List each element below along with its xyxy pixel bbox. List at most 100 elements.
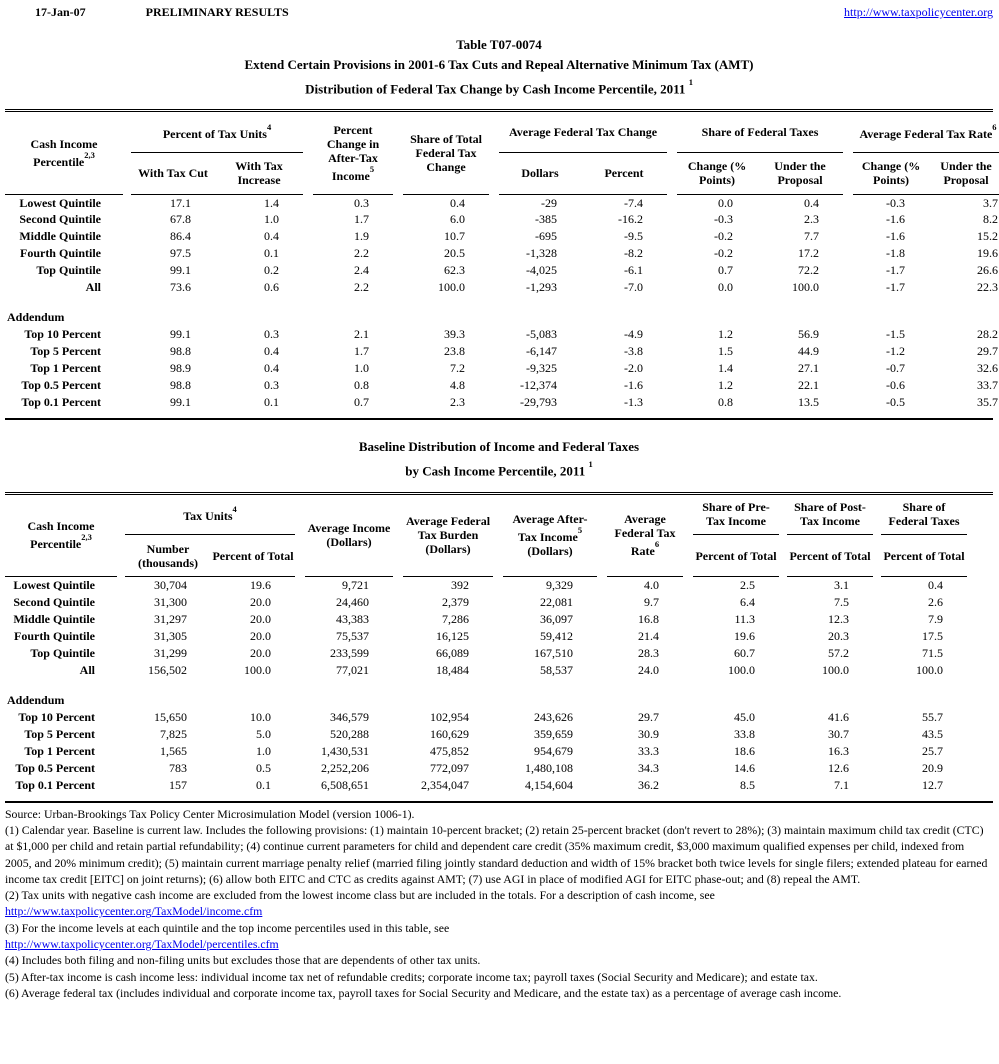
spacer [873,709,881,726]
table-cell: 1.4 [264,195,280,210]
table-cell: 14.6 [734,760,755,775]
spacer [493,709,503,726]
spacer [493,662,503,679]
spacer [117,495,125,577]
spacer [295,645,305,662]
table-cell: 17.2 [798,246,820,261]
spacer [967,726,999,743]
spacer [393,726,403,743]
spacer [667,326,677,343]
spacer [393,360,403,377]
table-cell: 31,297 [154,611,187,626]
col-header-with-tax-increase: With Tax Increase [215,152,304,195]
table-cell: 100.0 [244,662,271,677]
spacer [967,577,999,594]
table-cell: 33.7 [977,378,999,393]
spacer [123,211,131,228]
spacer [393,611,403,628]
spacer [393,662,403,679]
spacer [597,594,607,611]
spacer [303,228,313,245]
table-cell: -6,147 [526,344,558,359]
spacer [873,760,881,777]
table-cell: 24,460 [336,594,369,609]
table-cell: 0.0 [718,280,734,295]
row-label: Top 1 Percent [30,361,101,376]
spacer [967,662,999,679]
table-cell: 346,579 [330,709,369,724]
table-cell: 98.9 [170,361,191,376]
spacer [393,628,403,645]
spacer [967,628,999,645]
table-cell: 1.4 [718,361,734,376]
table-cell: 0.4 [264,229,280,244]
table-cell: 1.0 [354,361,370,376]
table-cell: 55.7 [922,709,943,724]
spacer [843,245,853,262]
table-cell: 359,659 [534,726,573,741]
spacer [393,577,403,594]
table-cell: -1,293 [526,280,558,295]
row-label: All [85,280,101,295]
table-cell: 7.5 [834,594,849,609]
col-header-with-tax-cut: With Tax Cut [131,152,215,195]
table-cell: 157 [169,777,187,792]
col-header-pre-percent-of-total: Percent of Total [693,534,779,578]
spacer [493,594,503,611]
spacer [117,662,125,679]
spacer [393,777,403,794]
spacer [393,343,403,360]
table-cell: -16.2 [618,212,644,227]
table-cell: 475,852 [430,743,469,758]
spacer [295,577,305,594]
spacer [117,709,125,726]
table-cell: 77,021 [336,662,369,677]
footnote-1: (1) Calendar year. Baseline is current l… [5,822,988,886]
row-label: Top 0.5 Percent [21,378,101,393]
spacer [843,326,853,343]
spacer [779,726,787,743]
baseline-distribution-table: Cash Income Percentile2,3 Tax Units4 Ave… [5,494,999,801]
table2-bottom-rule [5,800,993,803]
spacer [843,279,853,296]
table-cell: 20.5 [444,246,466,261]
table-cell: 34.3 [638,760,659,775]
table-cell: 2,354,047 [421,777,469,792]
spacer [843,343,853,360]
taxpolicycenter-link[interactable]: http://www.taxpolicycenter.org [844,5,993,19]
table-cell: 19.6 [734,628,755,643]
spacer [967,594,999,611]
table-cell: 2,379 [442,594,469,609]
spacer [667,211,677,228]
table-cell: 98.8 [170,344,191,359]
table-cell: -1.6 [886,229,906,244]
spacer [667,360,677,377]
table-cell: 4,154,604 [525,777,573,792]
table-cell: 783 [169,760,187,775]
group-header-share-federal-taxes: Share of Federal Taxes [881,494,967,536]
table-cell: 17.1 [170,195,191,210]
spacer [303,360,313,377]
row-label: Second Quintile [13,594,95,609]
income-definition-link[interactable]: http://www.taxpolicycenter.org/TaxModel/… [5,904,263,919]
table2-title-sub: by Cash Income Percentile, 2011 1 [405,459,593,479]
table-cell: 0.3 [264,378,280,393]
table-row: Top Quintile 99.1 0.2 2.4 62.3 -4,025 -6.1 0.7 7… [5,262,999,279]
table-row: All 156,502 100.0 77,021 18,484 58,537 24.0 100… [5,662,999,679]
row-label: All [79,662,95,677]
table-cell: 20.0 [250,611,271,626]
spacer [489,228,499,245]
table-cell: 16.3 [828,743,849,758]
table-cell: 0.4 [264,361,280,376]
table-cell: 0.8 [354,378,370,393]
table-cell: 233,599 [330,645,369,660]
spacer [873,594,881,611]
table-row: Top 1 Percent 1,565 1.0 1,430,531 475,852 954… [5,743,999,760]
table-cell: -6.1 [624,263,644,278]
percentiles-link[interactable]: http://www.taxpolicycenter.org/TaxModel/… [5,937,279,952]
table-cell: 7.1 [834,777,849,792]
col-header-cash-income-percentile: Cash Income Percentile2,3 [5,112,123,195]
spacer [393,645,403,662]
table-cell: 13.5 [798,395,820,410]
table-cell: 520,288 [330,726,369,741]
